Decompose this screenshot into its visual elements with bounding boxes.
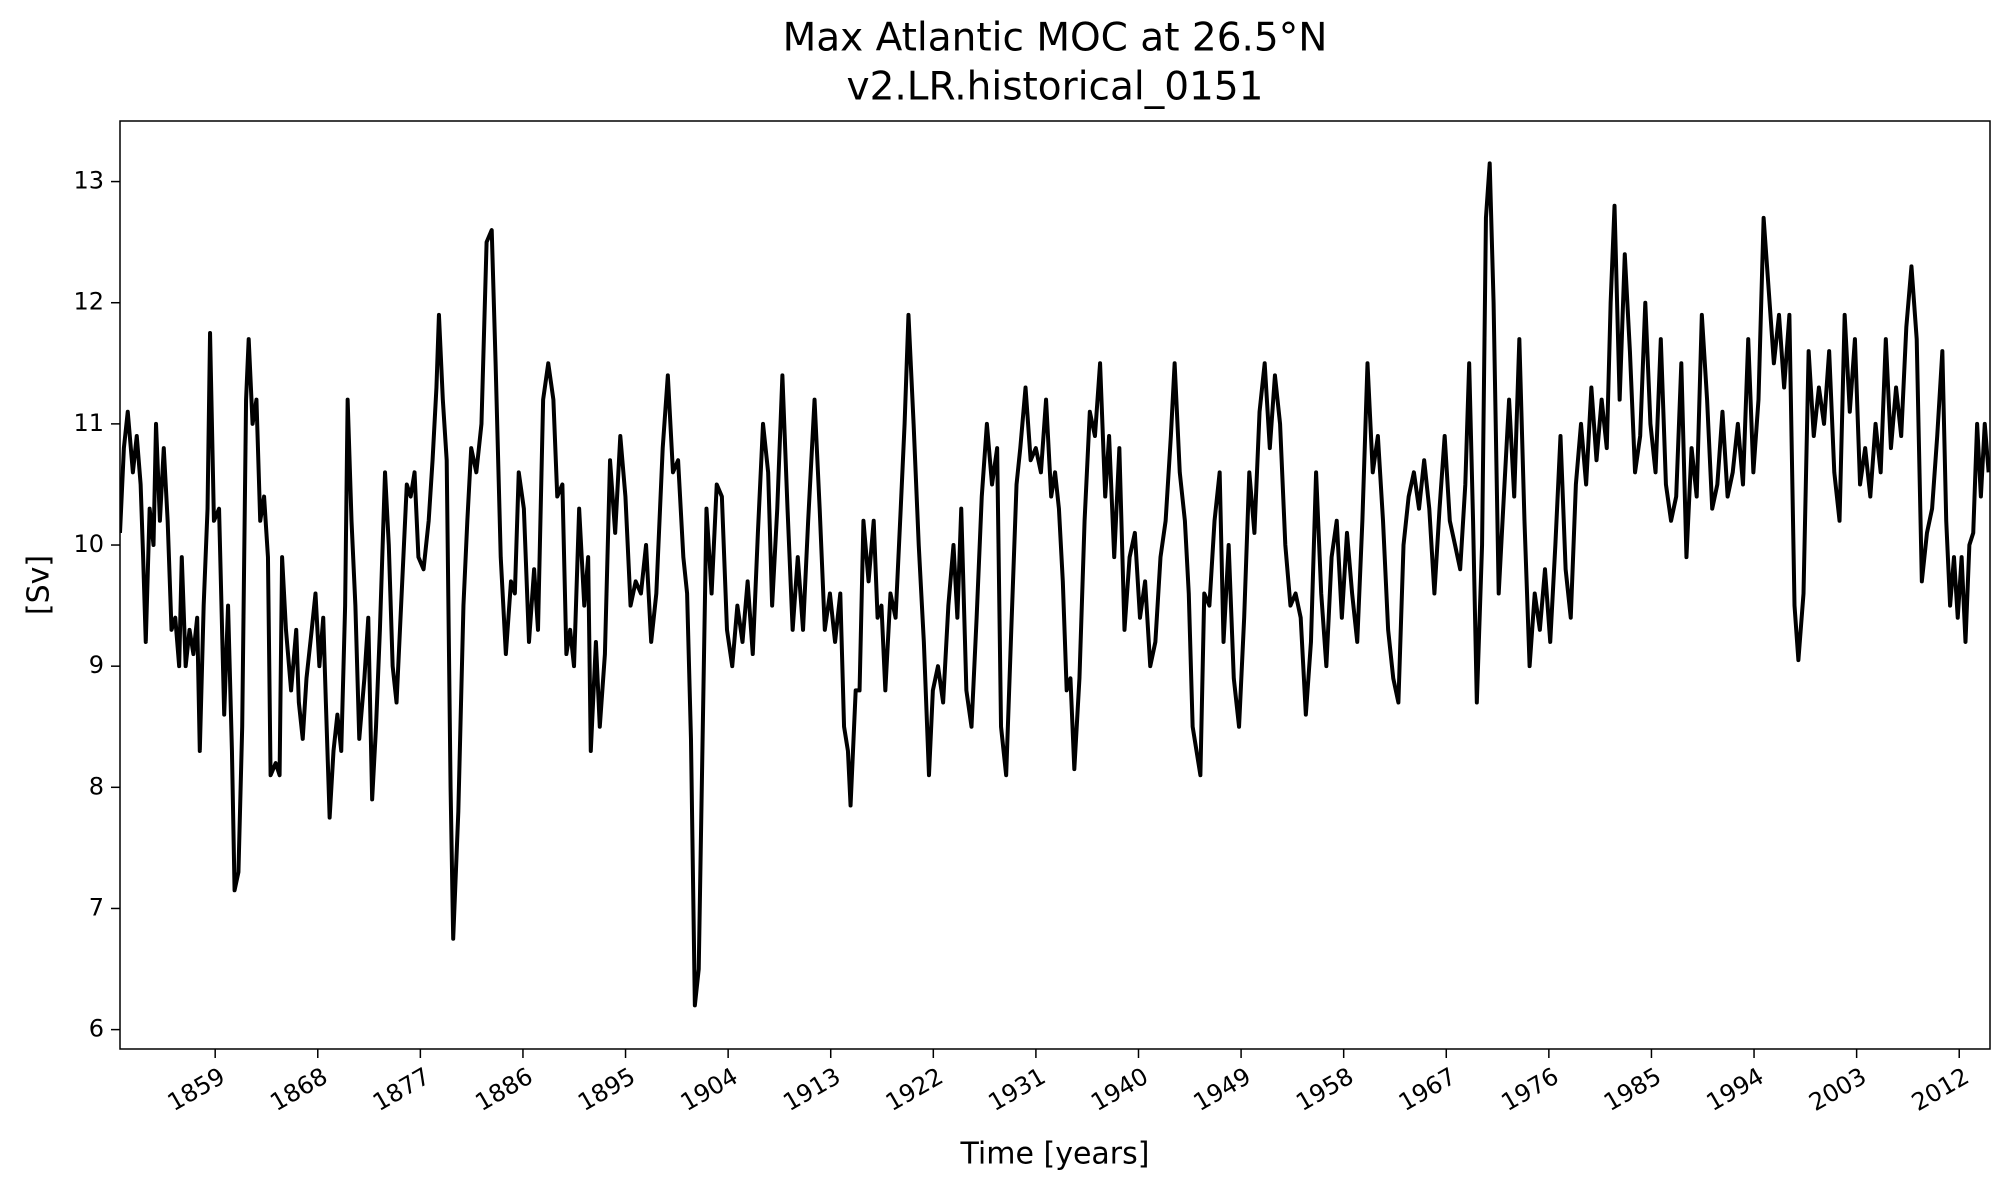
x-tick-label: 1994 <box>1702 1062 1769 1117</box>
x-tick-label: 2003 <box>1804 1062 1871 1117</box>
x-tick-label: 1958 <box>1291 1062 1358 1117</box>
x-tick-label: 1949 <box>1189 1062 1256 1117</box>
y-tick-label: 9 <box>89 651 104 679</box>
x-tick-label: 1967 <box>1394 1062 1461 1117</box>
y-tick-label: 12 <box>73 288 104 316</box>
y-axis-label: [Sv] <box>22 555 57 615</box>
plot-frame <box>119 120 1991 1050</box>
y-tick-label: 11 <box>73 409 104 437</box>
x-tick-label: 1976 <box>1496 1062 1563 1117</box>
x-tick-label: 1895 <box>573 1062 640 1117</box>
y-tick-label: 8 <box>89 772 104 800</box>
x-axis-label: Time [years] <box>960 1137 1150 1172</box>
x-tick-label: 1886 <box>471 1062 538 1117</box>
chart-subtitle: v2.LR.historical_0151 <box>847 65 1264 110</box>
x-tick-label: 1868 <box>265 1062 332 1117</box>
y-tick-label: 13 <box>73 167 104 195</box>
x-tick-label: 1904 <box>676 1062 743 1117</box>
x-tick-label: 1877 <box>368 1062 435 1117</box>
data-line <box>120 161 1990 1008</box>
y-tick-label: 10 <box>73 530 104 558</box>
x-tick-label: 1931 <box>984 1062 1051 1117</box>
y-tick-label: 7 <box>89 893 104 921</box>
x-tick-label: 1940 <box>1086 1062 1153 1117</box>
x-tick-label: 2012 <box>1907 1062 1974 1117</box>
x-tick-label: 1922 <box>881 1062 948 1117</box>
y-tick-label: 6 <box>89 1015 104 1043</box>
x-tick-label: 1859 <box>163 1062 230 1117</box>
x-tick-label: 1985 <box>1599 1062 1666 1117</box>
chart-title: Max Atlantic MOC at 26.5°N <box>783 16 1328 61</box>
x-tick-label: 1913 <box>778 1062 845 1117</box>
